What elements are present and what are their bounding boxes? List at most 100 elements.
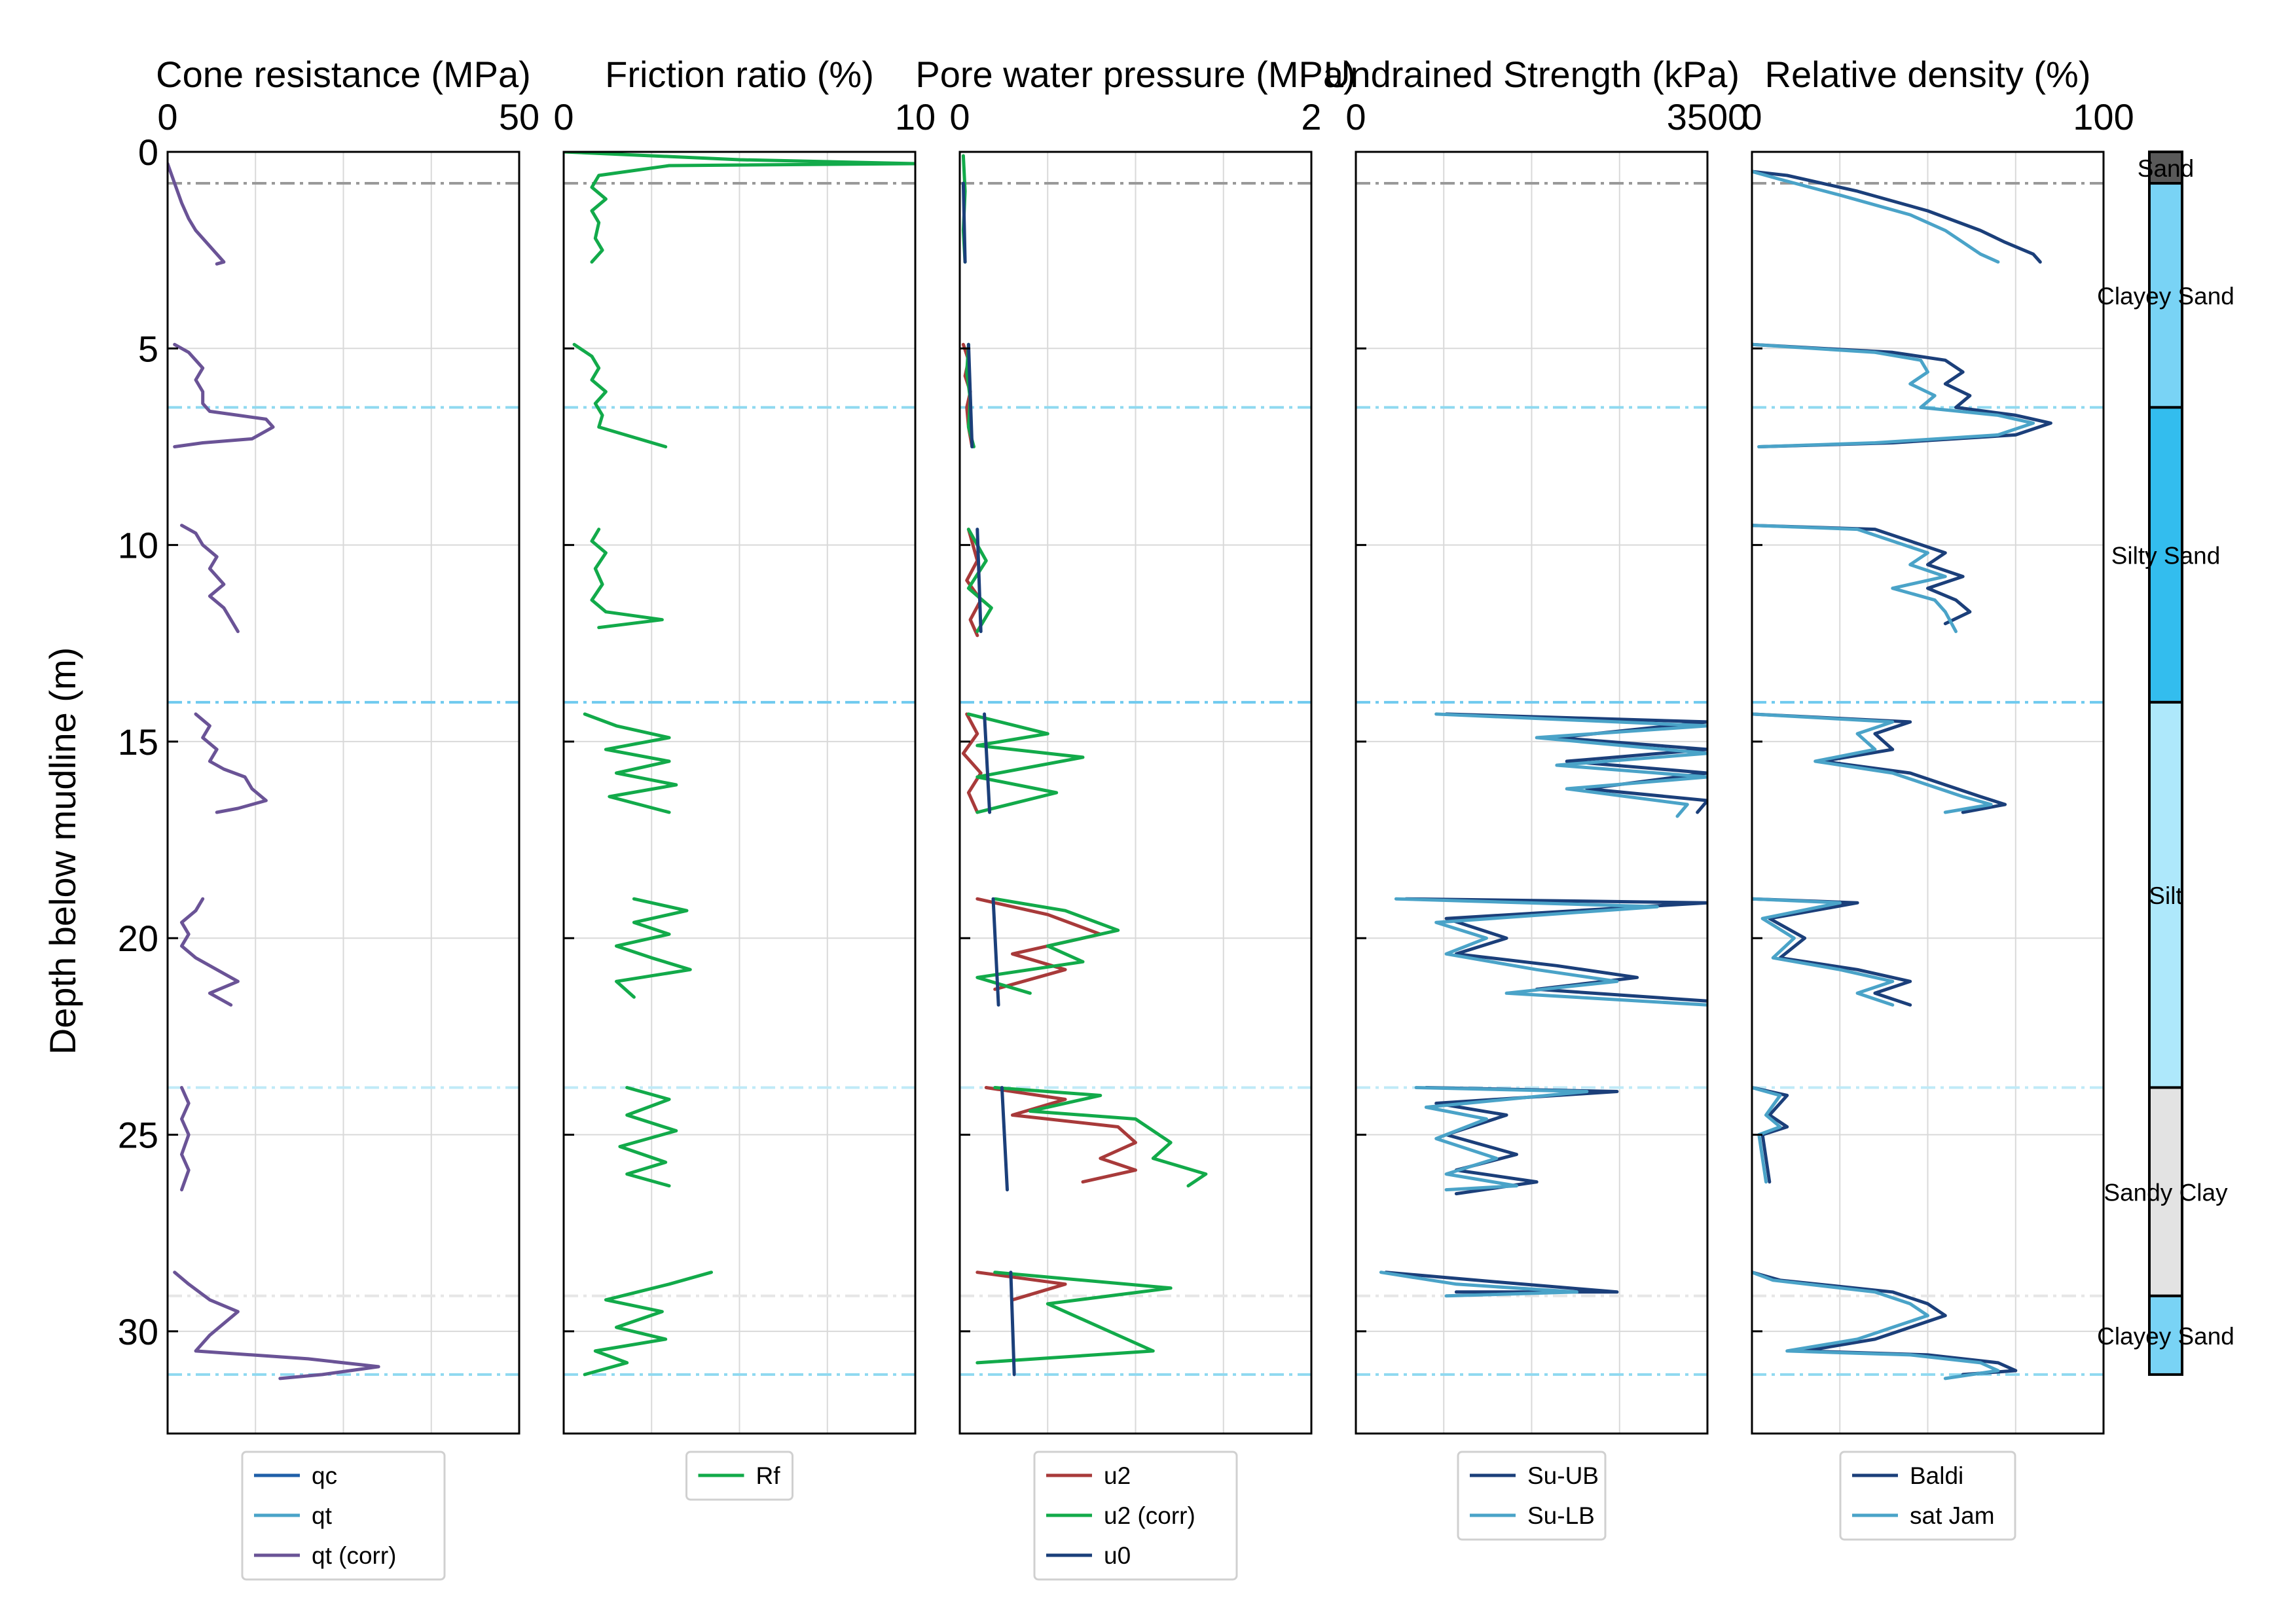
- legend-label: Baldi: [1910, 1462, 1963, 1489]
- series-line-rf: [618, 1086, 678, 1188]
- series-line-rf: [583, 712, 678, 814]
- series-group: [564, 152, 915, 1377]
- series-line-su-ub: [1444, 712, 1707, 814]
- series-line-sat-jam: [1752, 1271, 2000, 1380]
- x-tick-label: 0: [949, 96, 970, 137]
- series-line-u2-corr-: [993, 1086, 1208, 1188]
- soil-layer: [2148, 700, 2183, 1089]
- legend: Su-UB Su-LB: [1457, 1451, 1607, 1541]
- series-line-u2: [984, 1086, 1137, 1184]
- y-tick-label: 30: [118, 1311, 158, 1352]
- legend-label: qt: [312, 1502, 333, 1529]
- x-tick-label: 0: [1345, 96, 1366, 137]
- series-line-qt-corr-: [168, 162, 226, 266]
- series-line-u2: [975, 1271, 1067, 1302]
- series-line-rf: [564, 152, 915, 264]
- series-line-sat-jam: [1752, 1086, 1782, 1184]
- series-line-rf: [615, 897, 692, 999]
- axes-frame: [166, 151, 520, 1435]
- series-line-u2-corr-: [966, 528, 993, 634]
- soil-layer-label: Silty Sand: [2111, 543, 2221, 569]
- legend-label: qc: [312, 1462, 337, 1489]
- x-tick-label: 0: [1741, 96, 1762, 137]
- series-line-su-lb: [1414, 1086, 1589, 1192]
- y-tick-label: 15: [118, 721, 158, 763]
- soil-layer-label: Silt: [2149, 882, 2183, 909]
- axes-frame: [562, 151, 917, 1435]
- series-line-baldi: [1752, 170, 2042, 264]
- legend-label: u0: [1104, 1542, 1131, 1569]
- series-line-u0: [983, 712, 992, 814]
- series-line-sat-jam: [1752, 342, 2035, 448]
- legend-label: sat Jam: [1910, 1502, 1995, 1529]
- x-tick-label: 0: [553, 96, 574, 137]
- soil-layer-label: Clayey Sand: [2097, 283, 2234, 310]
- series-line-u0: [1000, 1086, 1009, 1192]
- legend-label: Rf: [756, 1462, 781, 1489]
- series-line-u0: [1009, 1271, 1016, 1377]
- panel-title: Pore water pressure (MPa): [915, 54, 1355, 95]
- legend-box: [241, 1451, 446, 1581]
- y-tick-label: 25: [118, 1115, 158, 1156]
- panel-title: Undrained Strength (kPa): [1324, 54, 1740, 95]
- soil-layer-label: Sandy Clay: [2104, 1180, 2228, 1206]
- series-line-sat-jam: [1752, 897, 1895, 1007]
- x-tick-label: 50: [499, 96, 539, 137]
- series-line-rf: [583, 1271, 713, 1377]
- series-line-u2: [965, 528, 983, 638]
- series-line-qt-corr-: [180, 524, 240, 634]
- y-tick-label: 5: [138, 328, 158, 369]
- legend: qc qt qt (corr): [241, 1451, 446, 1581]
- series-group: [961, 154, 1208, 1377]
- x-tick-label: 2: [1301, 96, 1321, 137]
- series-line-u2-corr-: [975, 1271, 1173, 1365]
- series-line-qt-corr-: [173, 1271, 380, 1380]
- series-line-qt-corr-: [194, 712, 268, 814]
- y-tick-label: 10: [118, 525, 158, 566]
- series-line-qt-corr-: [180, 897, 240, 1007]
- series-line-su-lb: [1434, 712, 1707, 818]
- panel-title: Cone resistance (MPa): [156, 54, 531, 95]
- series-line-baldi: [1752, 712, 2007, 814]
- series-line-u2-corr-: [975, 897, 1120, 995]
- series-line-u0: [961, 181, 967, 264]
- y-tick-label: 0: [138, 132, 158, 173]
- legend: Rf: [685, 1451, 793, 1501]
- series-line-baldi: [1752, 1086, 1789, 1184]
- legend-label: Su-UB: [1527, 1462, 1599, 1489]
- series-line-u2: [961, 712, 983, 814]
- panel-2: 0 10 Friction ratio (%) Rf: [553, 54, 936, 1501]
- series-line-su-lb: [1379, 1271, 1578, 1298]
- axes-frame: [1355, 151, 1709, 1435]
- series-line-u2-corr-: [966, 712, 1085, 814]
- legend: u2 u2 (corr) u0: [1033, 1451, 1238, 1581]
- y-axis: Depth below mudline (m): [42, 647, 83, 1055]
- axes-frame: [1751, 151, 2105, 1435]
- legend-label: u2 (corr): [1104, 1502, 1195, 1529]
- series-line-sat-jam: [1752, 170, 2000, 264]
- soil-column: Sand Clayey Sand Silty Sand Silt Sandy Clay C…: [2097, 151, 2234, 1376]
- series-line-qt-corr-: [173, 342, 275, 448]
- panel-title: Friction ratio (%): [605, 54, 874, 95]
- legend-box: [1033, 1451, 1238, 1581]
- series-line-su-ub: [1384, 1271, 1619, 1294]
- series-line-baldi: [1752, 1271, 2018, 1377]
- x-tick-label: 0: [157, 96, 177, 137]
- y-tick-label: 20: [118, 918, 158, 959]
- legend-label: Su-LB: [1527, 1502, 1595, 1529]
- legend: Baldi sat Jam: [1839, 1451, 2016, 1541]
- soil-layer: [2148, 1294, 2183, 1376]
- series-line-sat-jam: [1752, 524, 1958, 634]
- x-tick-label: 3500: [1667, 96, 1749, 137]
- series-line-u0: [966, 342, 974, 448]
- series-line-rf: [590, 528, 664, 630]
- series-line-u0: [991, 897, 1000, 1007]
- soil-layer-label: Sand: [2138, 155, 2194, 182]
- panel-title: Relative density (%): [1765, 54, 2091, 95]
- soil-layer: [2148, 182, 2183, 409]
- series-group: [168, 162, 380, 1380]
